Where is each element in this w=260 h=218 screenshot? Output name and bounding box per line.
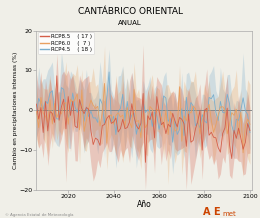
Text: CANTÁBRICO ORIENTAL: CANTÁBRICO ORIENTAL: [77, 7, 183, 15]
Text: met: met: [222, 211, 236, 217]
Text: ANUAL: ANUAL: [118, 20, 142, 26]
X-axis label: Año: Año: [137, 200, 152, 209]
Text: A: A: [203, 207, 210, 217]
Legend: RCP8.5    ( 17 ), RCP6.0    (  7 ), RCP4.5    ( 18 ): RCP8.5 ( 17 ), RCP6.0 ( 7 ), RCP4.5 ( 18…: [38, 32, 94, 54]
Text: © Agencia Estatal de Meteorología: © Agencia Estatal de Meteorología: [5, 213, 74, 217]
Text: E: E: [213, 207, 220, 217]
Y-axis label: Cambio en precipitaciones intensas (%): Cambio en precipitaciones intensas (%): [13, 51, 18, 169]
